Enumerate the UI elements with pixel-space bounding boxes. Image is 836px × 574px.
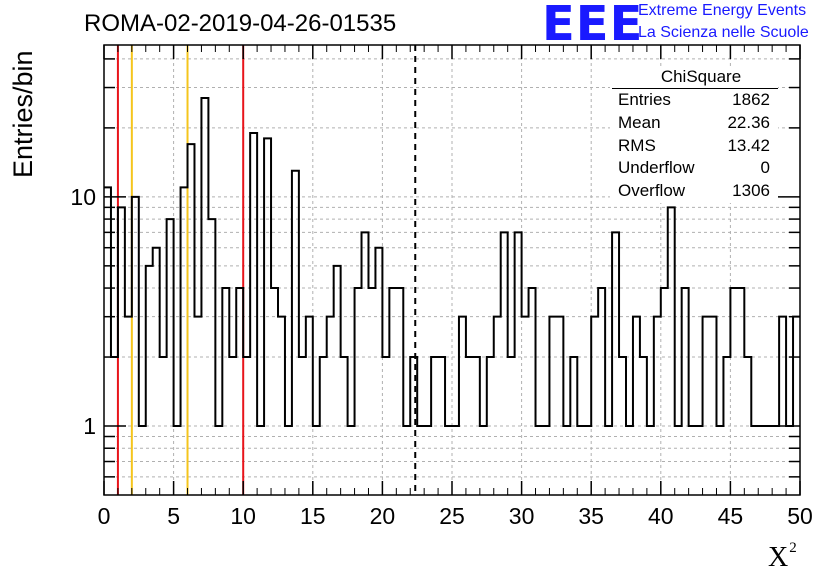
x-tick-label: 40 xyxy=(648,503,674,529)
stats-value: 1306 xyxy=(732,181,770,201)
eee-logo: EEE xyxy=(542,0,644,52)
histogram-steps xyxy=(104,97,800,428)
x-axis-label: X2 xyxy=(768,540,797,574)
x-tick-label: 5 xyxy=(167,503,180,529)
stats-label: Mean xyxy=(618,112,661,132)
x-tick-label: 10 xyxy=(230,503,256,529)
stats-box: ChiSquare Entries 1862 Mean 22.36 RMS 13.42… xyxy=(610,66,778,203)
grid xyxy=(104,45,800,495)
axis-ticks: 0 5 10 15 20 25 30 35 40 45 50 1 10 xyxy=(70,45,813,529)
x-axis-label-superscript: 2 xyxy=(789,540,797,556)
x-tick-label: 15 xyxy=(300,503,326,529)
stats-row-rms: RMS 13.42 xyxy=(610,135,778,158)
stats-row-entries: Entries 1862 xyxy=(610,89,778,112)
x-tick-label: 50 xyxy=(787,503,813,529)
stats-label: RMS xyxy=(618,135,656,155)
x-axis-label-base: X xyxy=(768,542,789,573)
logo-line-2: La Scienza nelle Scuole xyxy=(638,24,809,41)
stats-value: 0 xyxy=(760,158,770,178)
y-axis-label: Entries/bin xyxy=(8,50,38,178)
stats-row-overflow: Overflow 1306 xyxy=(610,180,778,203)
x-tick-label: 0 xyxy=(98,503,111,529)
stats-value: 13.42 xyxy=(727,135,770,155)
x-tick-label: 30 xyxy=(509,503,535,529)
stats-value: 22.36 xyxy=(727,112,770,132)
stats-title: ChiSquare xyxy=(660,67,742,86)
x-tick-label: 25 xyxy=(439,503,465,529)
stats-row-mean: Mean 22.36 xyxy=(610,112,778,135)
stats-label: Underflow xyxy=(618,158,695,178)
stats-divider xyxy=(612,88,778,89)
y-tick-label: 1 xyxy=(83,413,96,439)
x-tick-label: 35 xyxy=(578,503,604,529)
stats-value: 1862 xyxy=(732,90,770,109)
x-tick-label: 20 xyxy=(370,503,396,529)
chart-title: ROMA-02-2019-04-26-01535 xyxy=(84,10,397,37)
stats-label: Overflow xyxy=(618,181,686,201)
stats-row-underflow: Underflow 0 xyxy=(610,157,778,180)
stats-label: Entries xyxy=(618,90,671,109)
logo-line-1: Extreme Energy Events xyxy=(638,2,807,19)
reference-lines xyxy=(116,45,417,495)
y-tick-label: 10 xyxy=(70,184,96,210)
x-tick-label: 45 xyxy=(718,503,744,529)
